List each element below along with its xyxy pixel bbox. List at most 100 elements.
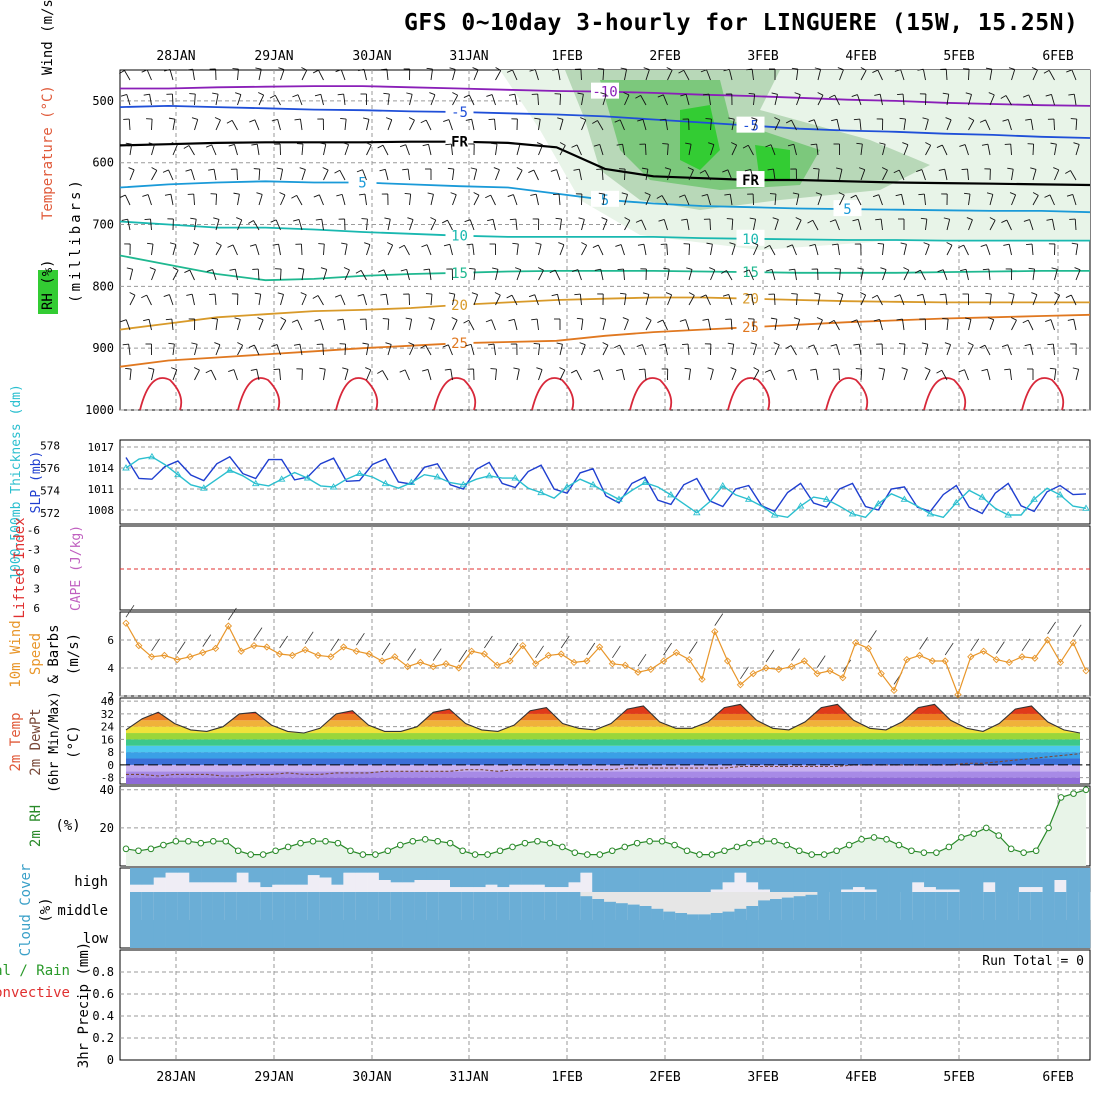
wind-barb-flag (682, 343, 689, 346)
wind-barb-flag (312, 295, 319, 299)
wind-barb (430, 319, 435, 331)
wind-barb (688, 269, 693, 281)
temp-band (126, 733, 1080, 740)
rh-marker (945, 843, 953, 851)
precip-conv-label: Convective (0, 985, 70, 1001)
wind-barb (624, 220, 631, 231)
wind-barb-flag (1028, 267, 1035, 270)
rh-marker (783, 841, 791, 849)
wind-barb (837, 244, 840, 256)
wind-barb-flag (422, 368, 429, 372)
cloud-low-bar (758, 920, 771, 948)
wind-barb-flag (623, 92, 630, 96)
rh-marker (895, 841, 903, 849)
wind-barb (494, 119, 496, 131)
wind-barb-flag (342, 367, 349, 370)
cloud-high-bar (639, 868, 652, 892)
wind-barb-flag (787, 369, 794, 372)
wind-barb (839, 294, 844, 306)
wind-barb (968, 319, 972, 331)
cloud-mid-bar (272, 892, 285, 920)
date-label-top: 28JAN (156, 49, 195, 64)
wind-barb (597, 244, 604, 256)
cloud-low-bar (201, 920, 214, 948)
wind-barb (234, 144, 238, 156)
wind-barb (945, 68, 948, 81)
wind-barb (965, 269, 969, 281)
wind-barb-flag (1050, 142, 1057, 145)
wind-barb (471, 119, 475, 131)
wind-barb-flag (163, 294, 170, 297)
wind-barb-flag (686, 267, 693, 270)
precip-total-label: Total / Rain (0, 963, 70, 979)
thickness-marker (641, 478, 649, 486)
wind-barb (237, 219, 243, 231)
wind-barb (1032, 143, 1035, 156)
wind-barb (452, 169, 455, 181)
isotherm-label: FR (451, 135, 468, 151)
pressure-tick: 500 (92, 94, 114, 108)
cloud-high-bar (236, 868, 249, 873)
wind-barb-flag (902, 142, 909, 146)
wind-barb-flag (485, 319, 492, 323)
wind-speed-marker (493, 661, 501, 669)
wind-barb (903, 269, 910, 281)
wind-barb-flag (979, 344, 986, 349)
wind-barb (667, 269, 670, 281)
cloud-mid-bar (651, 908, 664, 920)
wind-barb (215, 219, 220, 231)
wind-barb-flag (702, 318, 709, 321)
wind-barb (151, 369, 155, 381)
wind-barb-flag (358, 193, 366, 196)
wind-barb (366, 244, 371, 256)
cloud-high-bar (343, 868, 356, 873)
wind-barb-flag (508, 93, 515, 96)
wind-barb-flag (536, 142, 543, 146)
cloud-mid-bar (141, 892, 155, 920)
cloud-mid-bar (130, 892, 143, 920)
temp-label-1: 2m Temp (8, 712, 24, 771)
cloud-high-bar (378, 868, 392, 880)
wind-barb (835, 219, 840, 231)
wind-barb-flag (1066, 69, 1073, 73)
surface-wind-barb (202, 634, 212, 647)
wind-barb-flag (535, 242, 542, 245)
wind-barb-flag (958, 244, 964, 249)
wind-barb (815, 369, 819, 381)
wind-barb (452, 319, 458, 331)
wind-barb-flag (981, 143, 988, 146)
wind-barb (1073, 94, 1077, 106)
wind-barb-flag (659, 343, 666, 346)
wind-speed-marker (647, 665, 655, 674)
cloud-low-bar (959, 920, 972, 948)
date-label-bottom: 1FEB (551, 1070, 582, 1085)
wind-barb (301, 144, 304, 156)
wind-barb-flag (942, 317, 949, 320)
wind-barb-flag (429, 92, 436, 96)
wind-barb (900, 69, 905, 81)
wind-barb-flag (946, 242, 953, 246)
rh-label: 2m RH (28, 805, 44, 847)
wind-barb (1075, 144, 1080, 156)
wind-barb-flag (1047, 343, 1054, 346)
wind-barb (169, 69, 174, 81)
cloud-mid-bar (260, 892, 273, 920)
cloud-low-bar (473, 920, 486, 948)
wind-barb (989, 319, 995, 331)
wind-barb-flag (871, 294, 878, 299)
wind-barb (920, 269, 926, 281)
wind-barb (1029, 219, 1034, 231)
wind-barb (383, 269, 389, 281)
wind-barb (791, 119, 797, 131)
cloud-mid-bar (556, 892, 569, 920)
wind-barb (129, 269, 134, 281)
cloud-mid-bar (639, 906, 652, 920)
cloud-high-bar (319, 868, 332, 878)
wind-barb (127, 219, 131, 231)
cloud-high-bar (604, 868, 617, 892)
wind-barb-flag (148, 367, 155, 370)
wind-barb-flag (237, 342, 243, 346)
wind-barb (172, 369, 178, 381)
wind-barb (492, 219, 496, 231)
wind-barb (511, 294, 518, 306)
